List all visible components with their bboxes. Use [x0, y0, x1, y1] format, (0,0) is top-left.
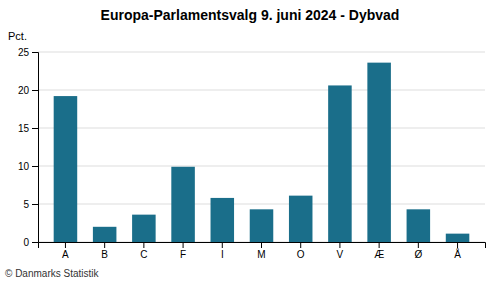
bar [93, 227, 117, 242]
y-tick-mark [32, 52, 38, 53]
x-tick-mark [457, 242, 458, 248]
y-axis-line [32, 53, 39, 243]
bar [54, 96, 78, 242]
x-tick-label: O [297, 249, 305, 260]
bar [250, 209, 274, 242]
y-tick-mark [32, 128, 38, 129]
y-tick: 15 [18, 123, 38, 134]
grid-line [38, 204, 485, 205]
x-tick-label: Æ [374, 249, 384, 260]
x-tick: M [257, 242, 265, 260]
x-tick-mark [104, 242, 105, 248]
y-tick: 0 [23, 237, 38, 248]
title: Europa-Parlamentsvalg 9. juni 2024 - Dyb… [101, 7, 400, 23]
x-tick-mark [222, 242, 223, 248]
x-tick-label: M [257, 249, 265, 260]
bar [446, 234, 470, 242]
y-tick: 10 [18, 161, 38, 172]
x-tick: C [140, 242, 147, 260]
x-tick-mark [261, 242, 262, 248]
y-tick: 25 [18, 47, 38, 58]
y-tick-label: 25 [18, 47, 30, 58]
y-tick-label: 5 [23, 199, 29, 210]
y-tick-label: 20 [18, 85, 30, 96]
grid-line [38, 166, 485, 167]
y-tick-label: 0 [23, 237, 29, 248]
x-tick-label: V [337, 249, 344, 260]
grid [38, 52, 485, 242]
x-tick: Å [454, 242, 461, 260]
bar [328, 85, 352, 242]
x-tick-mark [183, 242, 184, 248]
x-tick: O [297, 242, 305, 260]
bars [54, 63, 470, 242]
x-tick-label: B [101, 249, 108, 260]
grid-line [38, 52, 485, 53]
bar [211, 198, 235, 242]
y-tick-mark [32, 166, 38, 167]
grid-line [38, 128, 485, 129]
x-tick: I [221, 242, 224, 260]
y-tick-label: 15 [18, 123, 30, 134]
footer: © Danmarks Statistik [5, 268, 100, 279]
x-axis: ABCFIMOVÆØÅ [39, 242, 486, 260]
x-tick-mark [65, 242, 66, 248]
x-tick-label: C [140, 249, 147, 260]
plot-area: 0 5 10 15 20 25 A B C F I M O V Æ Ø Å [18, 47, 486, 260]
bar [171, 167, 195, 242]
x-tick: Æ [374, 242, 384, 260]
chart: 0 5 10 15 20 25 A B C F I M O V Æ Ø Å Europa-Parlamentsva… [0, 0, 500, 282]
x-tick-mark [300, 242, 301, 248]
y-tick: 5 [23, 199, 38, 210]
x-tick-label: Å [454, 248, 461, 260]
x-tick-mark [339, 242, 340, 248]
y-tick-label: 10 [18, 161, 30, 172]
y-tick: 20 [18, 85, 38, 96]
x-tick: A [62, 242, 69, 260]
x-tick-label: Ø [414, 249, 422, 260]
x-tick-mark [379, 242, 380, 248]
x-tick: B [101, 242, 108, 260]
bar [132, 215, 156, 242]
bar [289, 196, 313, 242]
y-tick-mark [32, 242, 38, 243]
x-tick-label: F [180, 249, 186, 260]
y-tick-mark [32, 204, 38, 205]
grid-line [38, 90, 485, 91]
x-tick: V [337, 242, 344, 260]
bar [367, 63, 391, 242]
x-tick-mark [143, 242, 144, 248]
y-label: Pct. [8, 30, 27, 42]
x-tick-label: A [62, 249, 69, 260]
x-tick: F [180, 242, 186, 260]
y-tick-mark [32, 90, 38, 91]
x-tick-mark [418, 242, 419, 248]
x-tick: Ø [414, 242, 422, 260]
bar [407, 209, 431, 242]
x-tick-label: I [221, 249, 224, 260]
x-axis-line [39, 243, 486, 249]
y-axis: 0 5 10 15 20 25 [18, 47, 39, 248]
